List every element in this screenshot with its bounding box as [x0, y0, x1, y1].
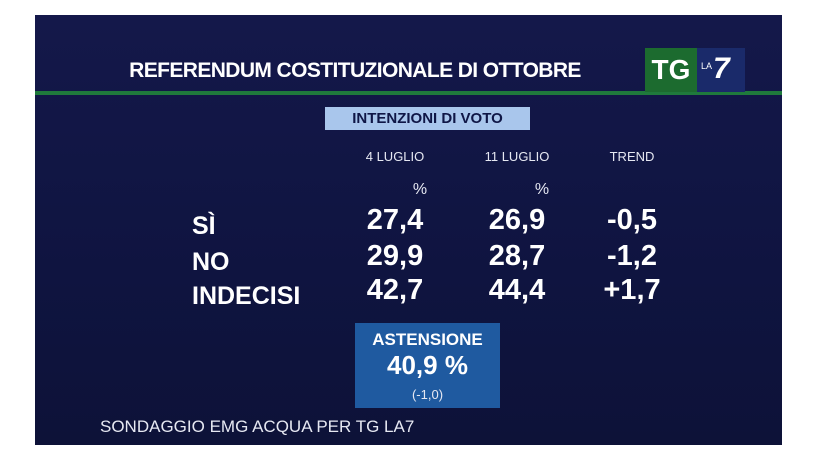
abstention-value: 40,9 % — [387, 350, 468, 380]
row-label: INDECISI — [192, 282, 301, 310]
column-header: 11 LUGLIO — [484, 149, 550, 164]
cell-value: 26,9 — [488, 204, 546, 236]
footer: SONDAGGIO EMG ACQUA PER TG LA7 — [100, 417, 415, 436]
logo-tg: TG — [645, 48, 697, 92]
column-header: 4 LUGLIO — [365, 149, 425, 164]
logo-seven: 7 — [713, 52, 730, 85]
cell-value: 29,9 — [366, 240, 424, 272]
cell-value: 44,4 — [488, 274, 546, 306]
cell-value: -0,5 — [607, 204, 657, 236]
title: REFERENDUM COSTITUZIONALE DI OTTOBRE — [129, 59, 581, 82]
unit-label: % — [412, 181, 428, 198]
row-label: SÌ — [192, 212, 216, 240]
abstention-label: ASTENSIONE — [372, 330, 483, 349]
cell-value: +1,7 — [603, 274, 661, 306]
title-rule — [35, 91, 782, 95]
unit-label: % — [534, 181, 550, 198]
cell-value: 27,4 — [366, 204, 424, 236]
row-label: NO — [192, 248, 230, 276]
cell-value: 42,7 — [366, 274, 424, 306]
logo-la7: LA 7 — [697, 48, 745, 92]
abstention-box: ASTENSIONE 40,9 % (-1,0) — [355, 323, 500, 408]
abstention-change: (-1,0) — [411, 387, 444, 402]
logo-la: LA — [701, 61, 713, 71]
cell-value: -1,2 — [607, 240, 657, 272]
subtitle: INTENZIONI DI VOTO — [325, 107, 530, 130]
column-header: TREND — [609, 149, 655, 164]
cell-value: 28,7 — [488, 240, 546, 272]
